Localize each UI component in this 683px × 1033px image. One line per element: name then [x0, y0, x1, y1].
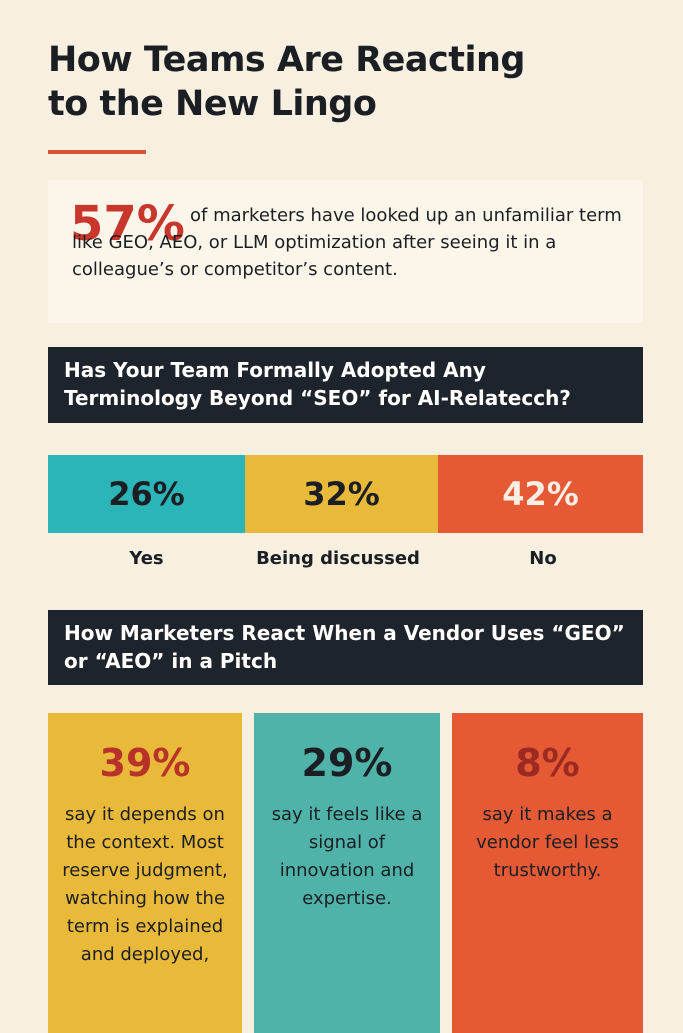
segment-label: No — [529, 548, 557, 569]
card: 39% say it depends on the context. Most … — [48, 713, 242, 1033]
segment-value: 42% — [438, 455, 643, 533]
card: 29% say it feels like a signal of innova… — [254, 713, 440, 1033]
segment-label: Yes — [129, 548, 164, 569]
callout: 57% of marketers have looked up an unfam… — [48, 180, 643, 323]
card-value: 29% — [301, 741, 393, 785]
card-text: say it makes a vendor feel less trustwor… — [476, 804, 619, 881]
card-value: 8% — [515, 741, 580, 785]
card: 8% say it makes a vendor feel less trust… — [452, 713, 643, 1033]
card-value: 39% — [99, 741, 191, 785]
section-heading: Has Your Team Formally Adopted Any Termi… — [48, 347, 643, 423]
section-heading: How Marketers React When a Vendor Uses “… — [48, 610, 643, 685]
card-text: say it depends on the context. Most rese… — [62, 804, 228, 965]
segment-value: 32% — [245, 455, 438, 533]
callout-stat: 57% — [70, 196, 185, 252]
segment-label: Being discussed — [256, 548, 420, 569]
divider — [48, 150, 146, 154]
callout-text: of marketers have looked up an unfamilia… — [72, 205, 622, 280]
segment-value: 26% — [48, 455, 245, 533]
card-text: say it feels like a signal of innovation… — [271, 804, 423, 909]
title: How Teams Are Reacting to the New Lingo — [48, 40, 525, 124]
